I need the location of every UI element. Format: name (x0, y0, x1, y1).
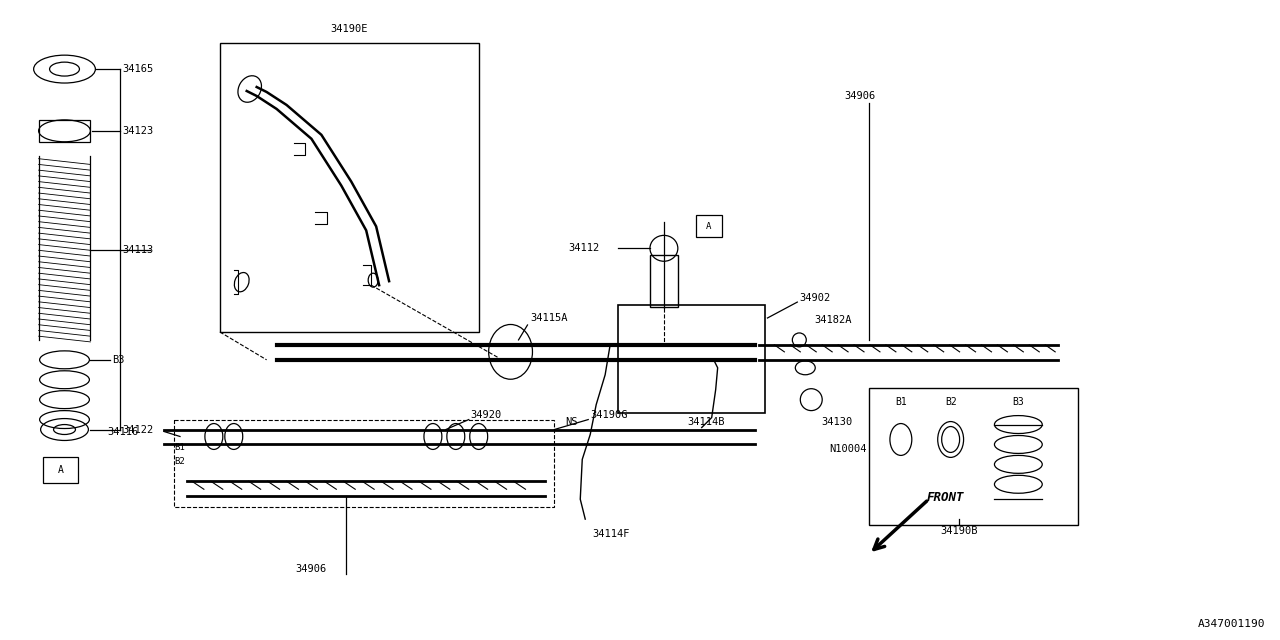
Text: 34114F: 34114F (593, 529, 630, 539)
Text: A: A (58, 465, 64, 476)
Text: 34165: 34165 (123, 64, 154, 74)
Text: 34113: 34113 (123, 245, 154, 255)
Text: NS: NS (566, 417, 577, 426)
Text: 34122: 34122 (123, 424, 154, 435)
Text: 34920: 34920 (471, 410, 502, 420)
Bar (869, 388, 1078, 525)
Text: A: A (707, 222, 712, 231)
Text: B2: B2 (945, 397, 956, 406)
Text: 34902: 34902 (799, 293, 831, 303)
Text: 34130: 34130 (822, 417, 852, 426)
Text: 34112: 34112 (568, 243, 599, 253)
Bar (174, 420, 554, 507)
Text: 34190E: 34190E (330, 24, 369, 35)
Text: 34123: 34123 (123, 126, 154, 136)
Text: N10004: N10004 (829, 444, 867, 454)
Text: 34906: 34906 (844, 91, 876, 101)
Bar (696, 216, 722, 237)
Text: B1: B1 (174, 443, 184, 452)
Text: 34114B: 34114B (687, 417, 726, 426)
Text: B3: B3 (1012, 397, 1024, 406)
Text: 34190G: 34190G (590, 410, 627, 420)
Text: 34190B: 34190B (940, 526, 978, 536)
Bar (38, 120, 91, 142)
Bar (618, 305, 765, 413)
Bar (220, 44, 479, 332)
Text: A347001190: A347001190 (1198, 619, 1265, 628)
Text: B3: B3 (113, 355, 125, 365)
Text: B2: B2 (174, 457, 184, 466)
Text: 34115A: 34115A (530, 313, 568, 323)
Text: 34116: 34116 (108, 426, 138, 436)
Bar (42, 458, 78, 483)
Bar (650, 255, 678, 307)
Text: 34182A: 34182A (814, 315, 851, 325)
Text: 34906: 34906 (296, 564, 328, 574)
Text: B1: B1 (895, 397, 906, 406)
Text: FRONT: FRONT (927, 491, 964, 504)
